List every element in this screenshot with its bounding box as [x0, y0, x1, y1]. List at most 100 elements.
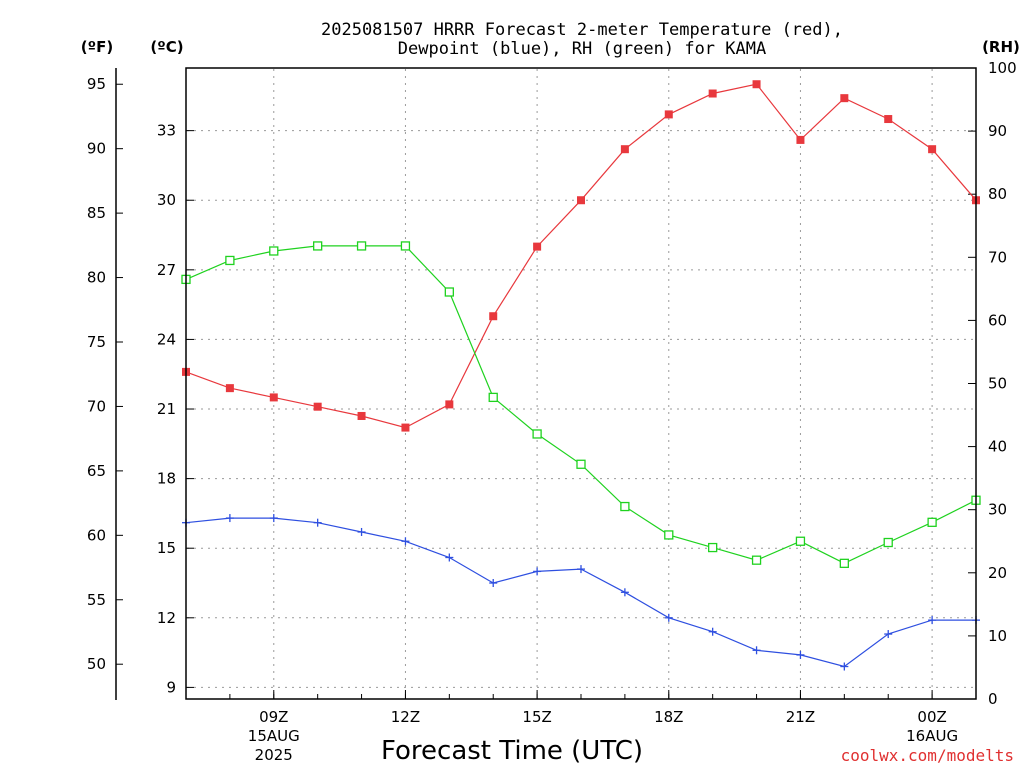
- dewpoint-point: [840, 662, 849, 671]
- temperature-point: [445, 400, 454, 409]
- rh-tick-label: 80: [988, 185, 1007, 203]
- rh-point: [488, 392, 498, 403]
- temperature-point: [796, 135, 805, 144]
- time-tick-label: 09Z: [259, 708, 288, 726]
- year-label: 2025: [255, 746, 293, 764]
- fahrenheit-unit-label: (ºF): [81, 38, 113, 56]
- rh-point: [576, 459, 586, 469]
- rh-point: [356, 241, 367, 251]
- celsius-tick-label: 9: [166, 678, 176, 696]
- plot-frame: [185, 67, 977, 700]
- rh-point: [620, 501, 630, 512]
- rh-point: [708, 542, 718, 553]
- time-tick-label: 15Z: [522, 708, 551, 726]
- celsius-unit-label: (ºC): [150, 38, 183, 56]
- rh-tick-label: 20: [988, 564, 1007, 582]
- celsius-tick-label: 12: [157, 609, 176, 627]
- rh-point: [883, 537, 893, 548]
- rh-point: [795, 536, 806, 546]
- temperature-point: [533, 242, 542, 251]
- temperature-point: [269, 393, 278, 402]
- rh-tick-label: 70: [988, 248, 1007, 266]
- dewpoint-point: [796, 650, 805, 659]
- rh-unit-label: (RH): [982, 38, 1020, 56]
- rh-point: [532, 429, 542, 439]
- dewpoint-point: [752, 646, 761, 655]
- temperature-series-line: [185, 83, 977, 429]
- dewpoint-series-line: [185, 517, 976, 668]
- time-tick-label: 00Z: [917, 708, 946, 726]
- dewpoint-point: [928, 616, 937, 625]
- rh-point: [269, 246, 279, 256]
- chart-title-line1: 2025081507 HRRR Forecast 2-meter Tempera…: [321, 20, 843, 40]
- celsius-tick-label: 33: [157, 122, 176, 140]
- fahrenheit-tick-label: 65: [87, 462, 106, 480]
- chart-title-line2: Dewpoint (blue), RH (green) for KAMA: [398, 39, 766, 59]
- temperature-point: [357, 411, 366, 420]
- dewpoint-point: [489, 579, 498, 588]
- temperature-point: [401, 423, 410, 432]
- dewpoint-point: [225, 514, 234, 523]
- temperature-point: [884, 115, 893, 124]
- fahrenheit-tick-label: 90: [87, 140, 106, 158]
- credit-link[interactable]: coolwx.com/modelts: [841, 746, 1014, 765]
- celsius-tick-label: 15: [157, 539, 176, 557]
- celsius-tick-label: 18: [157, 470, 176, 488]
- dewpoint-point: [269, 514, 278, 523]
- temperature-point: [928, 145, 937, 154]
- fahrenheit-tick-label: 50: [87, 655, 106, 673]
- dewpoint-point: [313, 518, 322, 527]
- dewpoint-point: [708, 627, 717, 636]
- fahrenheit-axis: 50 55 60 65 70 75 80 85 90 95: [87, 75, 123, 673]
- rh-axis: 0 10 20 30 40 50 60 70 80 90 100: [968, 59, 1017, 708]
- dewpoint-point: [533, 567, 542, 576]
- data-series: [181, 80, 981, 671]
- rh-tick-label: 100: [988, 59, 1017, 77]
- dewpoint-point: [401, 537, 410, 546]
- rh-tick-label: 90: [988, 122, 1007, 140]
- rh-point: [839, 558, 849, 568]
- temperature-point: [620, 145, 629, 154]
- dewpoint-point: [357, 527, 366, 536]
- rh-tick-label: 0: [988, 690, 998, 708]
- temperature-point: [313, 402, 322, 411]
- celsius-axis: 9 12 15 18 21 24 27 30 33: [157, 122, 194, 696]
- celsius-tick-label: 21: [157, 400, 176, 418]
- temperature-point: [225, 384, 234, 393]
- rh-point: [927, 517, 937, 527]
- celsius-tick-label: 30: [157, 191, 176, 209]
- rh-point: [313, 241, 323, 251]
- rh-tick-label: 60: [988, 311, 1007, 329]
- rh-point: [444, 287, 454, 297]
- rh-point: [664, 530, 674, 540]
- time-tick-label: 18Z: [654, 708, 683, 726]
- fahrenheit-tick-label: 70: [87, 397, 106, 415]
- rh-tick-label: 40: [988, 438, 1007, 456]
- fahrenheit-tick-label: 75: [87, 333, 106, 351]
- dewpoint-point: [577, 565, 585, 574]
- time-tick-label: 12Z: [391, 708, 420, 726]
- rh-tick-label: 50: [988, 375, 1007, 393]
- date-label: 15AUG: [248, 727, 300, 745]
- celsius-tick-label: 24: [157, 330, 176, 348]
- rh-point: [751, 555, 762, 565]
- temperature-point: [489, 312, 498, 321]
- fahrenheit-tick-label: 85: [87, 204, 106, 222]
- rh-series-line: [185, 245, 977, 564]
- temperature-point: [840, 94, 849, 103]
- rh-point: [225, 255, 235, 266]
- rh-point: [400, 241, 411, 251]
- dewpoint-point: [620, 588, 629, 597]
- rh-tick-label: 10: [988, 627, 1007, 645]
- celsius-tick-label: 27: [157, 261, 176, 279]
- dewpoint-point: [884, 630, 893, 639]
- fahrenheit-tick-label: 55: [87, 591, 106, 609]
- x-axis-title: Forecast Time (UTC): [381, 736, 643, 766]
- temperature-point: [752, 80, 761, 89]
- temperature-point: [708, 89, 717, 98]
- temperature-point: [664, 110, 673, 119]
- dewpoint-point: [445, 553, 454, 562]
- rh-tick-label: 30: [988, 501, 1007, 519]
- temperature-point: [577, 196, 585, 205]
